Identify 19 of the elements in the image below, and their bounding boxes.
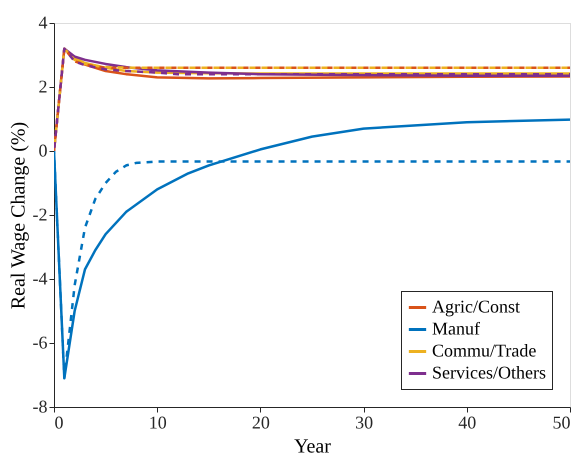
x-tick-label: 10 [148,412,167,432]
x-tick-label: 0 [54,412,64,432]
legend-label: Agric/Const [432,296,520,316]
y-tick-label: 0 [38,140,48,160]
y-tick-label: 2 [38,76,48,96]
y-tick-label: 4 [38,12,48,32]
x-tick-label: 20 [252,412,270,432]
legend-label: Services/Others [432,362,546,382]
x-axis-title: Year [294,436,332,458]
y-tick-label: -2 [32,204,48,224]
x-tick-label: 30 [355,412,374,432]
y-tick-label: -8 [32,396,48,416]
y-tick-label: -4 [32,268,48,288]
x-tick-label: 40 [458,412,476,432]
legend-label: Commu/Trade [432,340,536,360]
y-axis-title: Real Wage Change (%) [8,122,30,310]
y-tick-label: -6 [32,332,48,352]
legend-label: Manuf [432,318,480,338]
x-tick-label: 50 [552,412,570,432]
